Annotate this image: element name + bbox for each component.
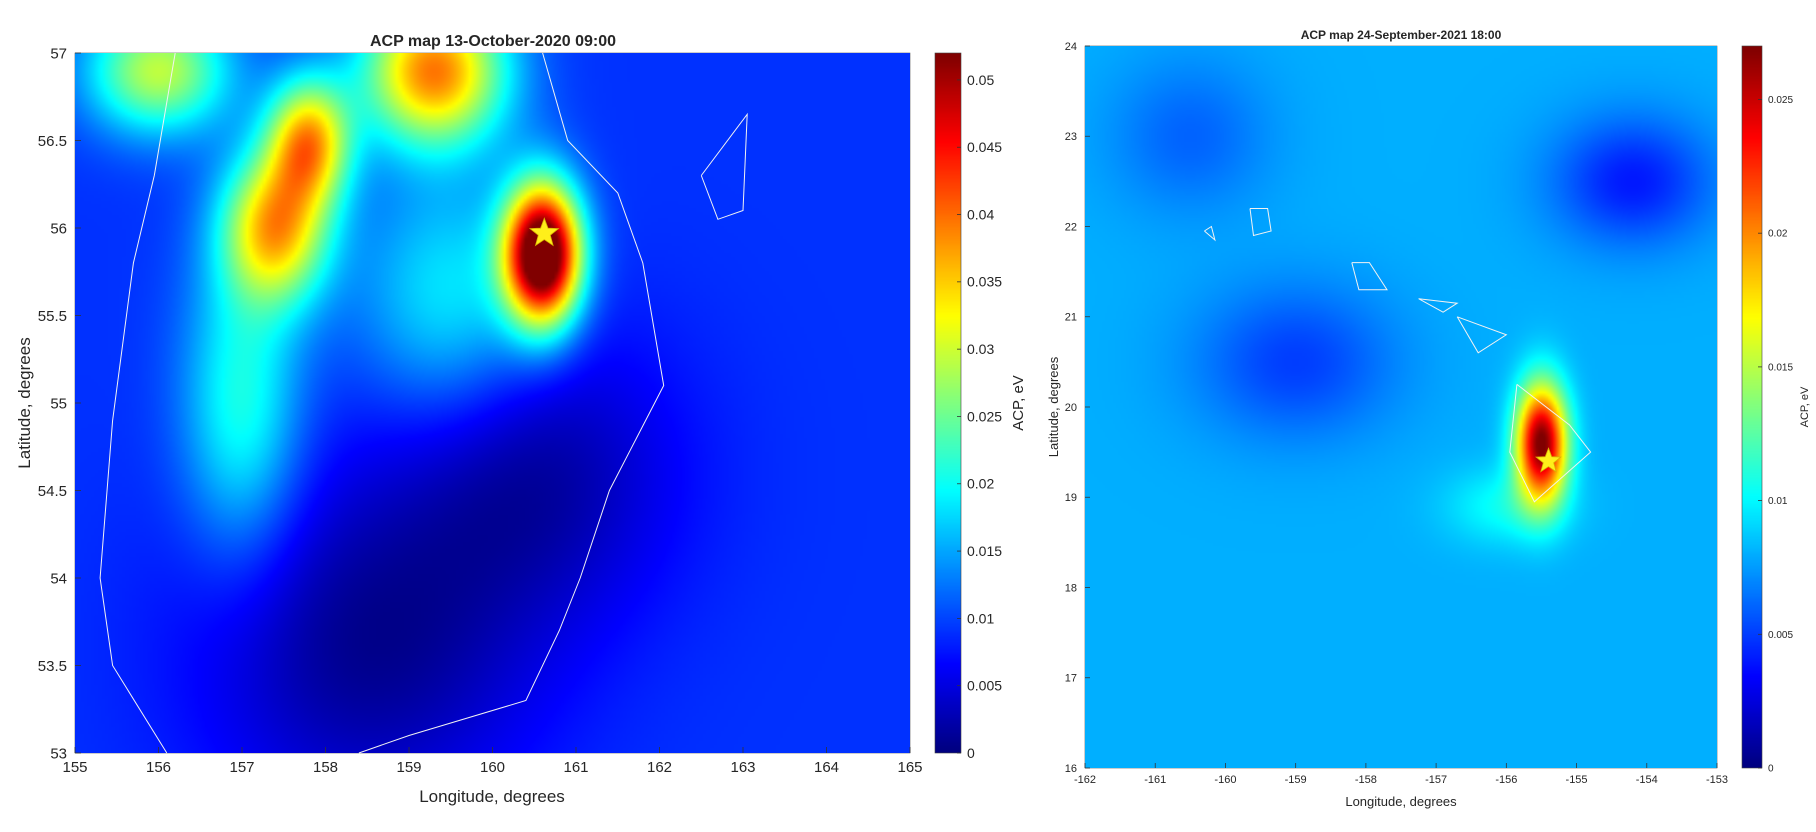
x-tick-label: -157	[1425, 774, 1447, 786]
x-tick-label: -159	[1285, 774, 1307, 786]
y-tick-label: 53.5	[38, 658, 67, 675]
x-tick-label: 156	[146, 759, 171, 776]
x-tick-label: 162	[647, 759, 672, 776]
coastline-path	[99, 52, 176, 754]
left-colorbar	[935, 53, 961, 753]
y-tick-label: 56.5	[38, 133, 67, 150]
left-colorbar-frame	[934, 52, 962, 754]
colorbar-tick-label: 0.025	[967, 408, 1002, 424]
y-tick-label: 20	[1065, 402, 1077, 414]
colorbar-tick-label: 0.015	[1768, 362, 1793, 373]
coastline-path	[1351, 262, 1388, 291]
x-tick-label: -162	[1074, 774, 1096, 786]
y-tick-label: 22	[1065, 221, 1077, 233]
colorbar-tick-label: 0	[1768, 764, 1774, 775]
right-colorbar	[1742, 46, 1762, 768]
right-panel: ACP map 24-September-2021 18:00 -162 -161…	[1046, 28, 1811, 809]
x-tick-label: -154	[1636, 774, 1658, 786]
left-x-axis-ticks: 155 156 157 158 159 160 161 162 163 164 165	[62, 747, 923, 776]
colorbar-tick-label: 0.005	[967, 678, 1002, 694]
coastline-path	[358, 52, 665, 754]
y-tick-label: 17	[1065, 673, 1077, 685]
y-tick-label: 55.5	[38, 308, 67, 325]
colorbar-tick-label: 0.025	[1768, 95, 1793, 106]
coastline-path	[1456, 316, 1508, 354]
colorbar-tick-label: 0.02	[1768, 229, 1788, 240]
coastline-path	[1249, 208, 1272, 237]
left-colorbar-label: ACP, eV	[1010, 375, 1027, 431]
left-epicenter-star-icon	[528, 217, 560, 247]
x-tick-label: 157	[229, 759, 254, 776]
coastline-path	[1204, 225, 1216, 242]
x-tick-label: 158	[313, 759, 338, 776]
right-heatmap-image	[1085, 46, 1717, 768]
right-coastlines	[1204, 208, 1592, 503]
y-tick-label: 21	[1065, 312, 1077, 324]
x-tick-label: -156	[1495, 774, 1517, 786]
y-tick-label: 18	[1065, 582, 1077, 594]
right-x-axis-ticks: -162 -161 -160 -159 -158 -157 -156 -155 -154 -153	[1074, 763, 1728, 786]
y-tick-label: 56	[50, 220, 67, 237]
y-tick-label: 24	[1065, 41, 1077, 53]
y-tick-label: 23	[1065, 131, 1077, 143]
x-tick-label: 159	[396, 759, 421, 776]
y-tick-label: 53	[50, 745, 67, 762]
right-chart-title: ACP map 24-September-2021 18:00	[1301, 28, 1502, 42]
x-tick-label: -160	[1214, 774, 1236, 786]
right-colorbar-ticks: 0 0.005 0.01 0.015 0.02 0.025	[1758, 95, 1793, 775]
y-tick-label: 19	[1065, 492, 1077, 504]
left-colorbar-ticks: 0 0.005 0.01 0.015 0.02 0.025 0.03 0.035 0.04 0.0…	[957, 72, 1002, 761]
right-y-axis-label: Latitude, degrees	[1046, 356, 1061, 457]
y-tick-label: 55	[50, 395, 67, 412]
colorbar-tick-label: 0.05	[967, 72, 994, 88]
left-x-axis-label: Longitude, degrees	[419, 787, 565, 806]
x-tick-label: 160	[480, 759, 505, 776]
colorbar-tick-label: 0.035	[967, 274, 1002, 290]
x-tick-label: 164	[814, 759, 839, 776]
coastline-path	[700, 112, 748, 220]
x-tick-label: -155	[1566, 774, 1588, 786]
left-coastlines	[99, 52, 748, 754]
coastline-path	[1509, 384, 1592, 503]
x-tick-label: -158	[1355, 774, 1377, 786]
colorbar-tick-label: 0.015	[967, 543, 1002, 559]
y-tick-label: 57	[50, 45, 67, 62]
x-tick-label: 155	[62, 759, 87, 776]
left-y-axis-label: Latitude, degrees	[15, 337, 34, 468]
y-tick-label: 54	[50, 570, 67, 587]
x-tick-label: 161	[563, 759, 588, 776]
coastline-path	[1418, 298, 1459, 313]
left-heatmap-image	[75, 53, 910, 753]
colorbar-tick-label: 0	[967, 745, 975, 761]
left-y-axis-ticks: 53 53.5 54 54.5 55 55.5 56 56.5 57	[38, 45, 81, 762]
x-tick-label: 165	[897, 759, 922, 776]
colorbar-tick-label: 0.04	[967, 206, 994, 222]
right-epicenter-star-icon	[1535, 447, 1562, 473]
colorbar-tick-label: 0.045	[967, 139, 1002, 155]
colorbar-tick-label: 0.02	[967, 476, 994, 492]
right-y-axis-ticks: 16 17 18 19 20 21 22 23 24	[1065, 41, 1090, 775]
right-x-axis-label: Longitude, degrees	[1345, 794, 1457, 809]
left-chart-title: ACP map 13-October-2020 09:00	[370, 33, 616, 50]
y-tick-label: 54.5	[38, 483, 67, 500]
y-tick-label: 16	[1065, 763, 1077, 775]
colorbar-tick-label: 0.03	[967, 341, 994, 357]
right-colorbar-label: ACP, eV	[1799, 386, 1811, 427]
colorbar-tick-label: 0.01	[967, 610, 994, 626]
x-tick-label: 163	[730, 759, 755, 776]
x-tick-label: -153	[1706, 774, 1728, 786]
left-panel: ACP map 13-October-2020 09:00 155 156 157 1…	[15, 33, 1027, 806]
colorbar-tick-label: 0.01	[1768, 496, 1788, 507]
x-tick-label: -161	[1144, 774, 1166, 786]
colorbar-tick-label: 0.005	[1768, 630, 1793, 641]
right-colorbar-frame	[1741, 45, 1763, 769]
